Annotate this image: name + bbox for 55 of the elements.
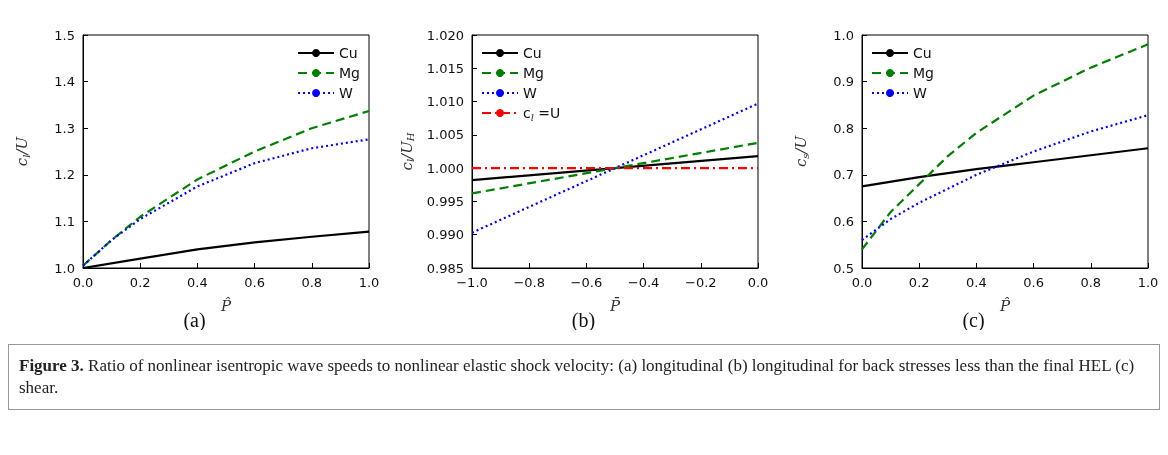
y-tick-label: 0.995 xyxy=(427,193,465,209)
x-tick-label: 0.8 xyxy=(301,275,323,290)
x-tick-label: 0.0 xyxy=(747,275,769,290)
y-axis-title: cl/U xyxy=(13,135,32,167)
x-tick-label: 0.8 xyxy=(1080,275,1101,290)
x-tick-label: −0.2 xyxy=(685,275,717,290)
y-tick-label: 1.0 xyxy=(54,260,75,276)
legend-label: W xyxy=(523,85,538,101)
x-tick-label: −1.0 xyxy=(456,275,489,290)
legend-label: Mg xyxy=(912,65,934,81)
y-tick-label: 1.015 xyxy=(427,60,465,76)
caption: Figure 3. xyxy=(19,356,84,375)
x-tick-label: 1.0 xyxy=(358,275,380,290)
x-tick-label: 0.2 xyxy=(908,275,930,290)
x-tick-label: 0.6 xyxy=(244,275,265,290)
line-series xyxy=(860,43,1149,251)
y-tick-label: 0.7 xyxy=(832,167,854,183)
y-tick-label: 0.9 xyxy=(832,74,854,90)
legend-label: Mg xyxy=(339,65,360,81)
x-tick-label: 0.0 xyxy=(72,275,94,290)
x-tick-label: 1.0 xyxy=(1137,275,1158,290)
y-tick-label: 1.5 xyxy=(54,27,75,43)
x-tick-label: 0.2 xyxy=(129,275,151,290)
x-tick-label: −0.4 xyxy=(628,275,660,290)
line-series xyxy=(860,114,1149,242)
y-tick-label: 1.1 xyxy=(54,213,75,229)
y-tick-label: 1.000 xyxy=(427,160,465,176)
y-tick-label: 0.985 xyxy=(427,260,465,276)
y-tick-label: 0.990 xyxy=(427,227,465,243)
legend-label: Cu xyxy=(912,45,932,61)
y-tick-label: 1.020 xyxy=(427,27,465,43)
y-tick-label: 0.6 xyxy=(832,213,854,229)
x-tick-label: 0.4 xyxy=(965,275,987,290)
x-tick-label: 0.4 xyxy=(187,275,208,290)
legend-label: W xyxy=(912,85,927,101)
y-tick-label: 1.005 xyxy=(427,127,465,143)
legend-label: Mg xyxy=(523,65,545,81)
y-tick-label: 0.8 xyxy=(832,120,854,136)
y-tick-label: 1.3 xyxy=(54,120,75,136)
x-tick-label: −0.6 xyxy=(570,275,603,290)
y-tick-label: 1.2 xyxy=(54,167,75,183)
legend-label: W xyxy=(339,85,354,101)
y-axis-title: cs/U xyxy=(791,134,811,168)
y-tick-label: 1.010 xyxy=(427,94,465,110)
x-axis-title: P̂ xyxy=(998,296,1011,315)
y-tick-label: 1.0 xyxy=(832,27,854,43)
x-axis-title: P̂ xyxy=(219,296,232,315)
x-tick-label: −0.8 xyxy=(513,275,546,290)
legend-label: Cu xyxy=(523,45,542,61)
x-tick-label: 0.0 xyxy=(851,275,872,290)
y-tick-label: 1.4 xyxy=(54,74,75,90)
legend-label: Cu xyxy=(339,45,358,61)
y-tick-label: 0.5 xyxy=(832,260,854,276)
x-tick-label: 0.6 xyxy=(1022,275,1044,290)
x-axis-title: P̄ xyxy=(609,296,622,315)
